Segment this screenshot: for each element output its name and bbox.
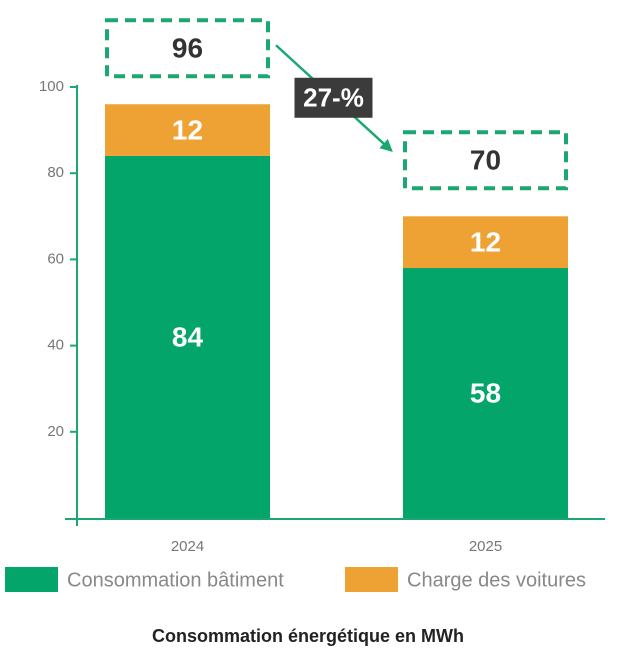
legend-swatch — [345, 567, 398, 592]
total-box — [403, 130, 568, 191]
x-tick-label: 2025 — [469, 538, 502, 555]
legend-swatch — [5, 567, 58, 592]
y-tick-label: 100 — [39, 78, 64, 95]
total-label: 96 — [172, 33, 203, 64]
y-tick-label: 40 — [47, 337, 64, 354]
legend-label: Charge des voitures — [407, 569, 586, 591]
bar-segment — [105, 104, 270, 156]
bar-label: 12 — [470, 227, 501, 258]
bar-label: 58 — [470, 377, 501, 408]
change-box — [294, 77, 373, 118]
y-tick-label: 80 — [47, 164, 64, 181]
change-label: 27-% — [303, 83, 364, 113]
y-tick-label: 60 — [47, 250, 64, 267]
y-tick-label: 20 — [47, 423, 64, 440]
x-tick-label: 2024 — [171, 538, 204, 555]
bar-segment — [403, 216, 568, 269]
bar-label: 12 — [172, 114, 203, 145]
chart-title: Consommation énergétique en MWh — [152, 626, 464, 646]
total-box — [105, 18, 270, 79]
bar-label: 84 — [172, 321, 204, 352]
bar-segment — [105, 155, 270, 518]
total-label: 70 — [470, 145, 501, 176]
legend-label: Consommation bâtiment — [67, 569, 284, 591]
bar-segment — [403, 268, 568, 518]
